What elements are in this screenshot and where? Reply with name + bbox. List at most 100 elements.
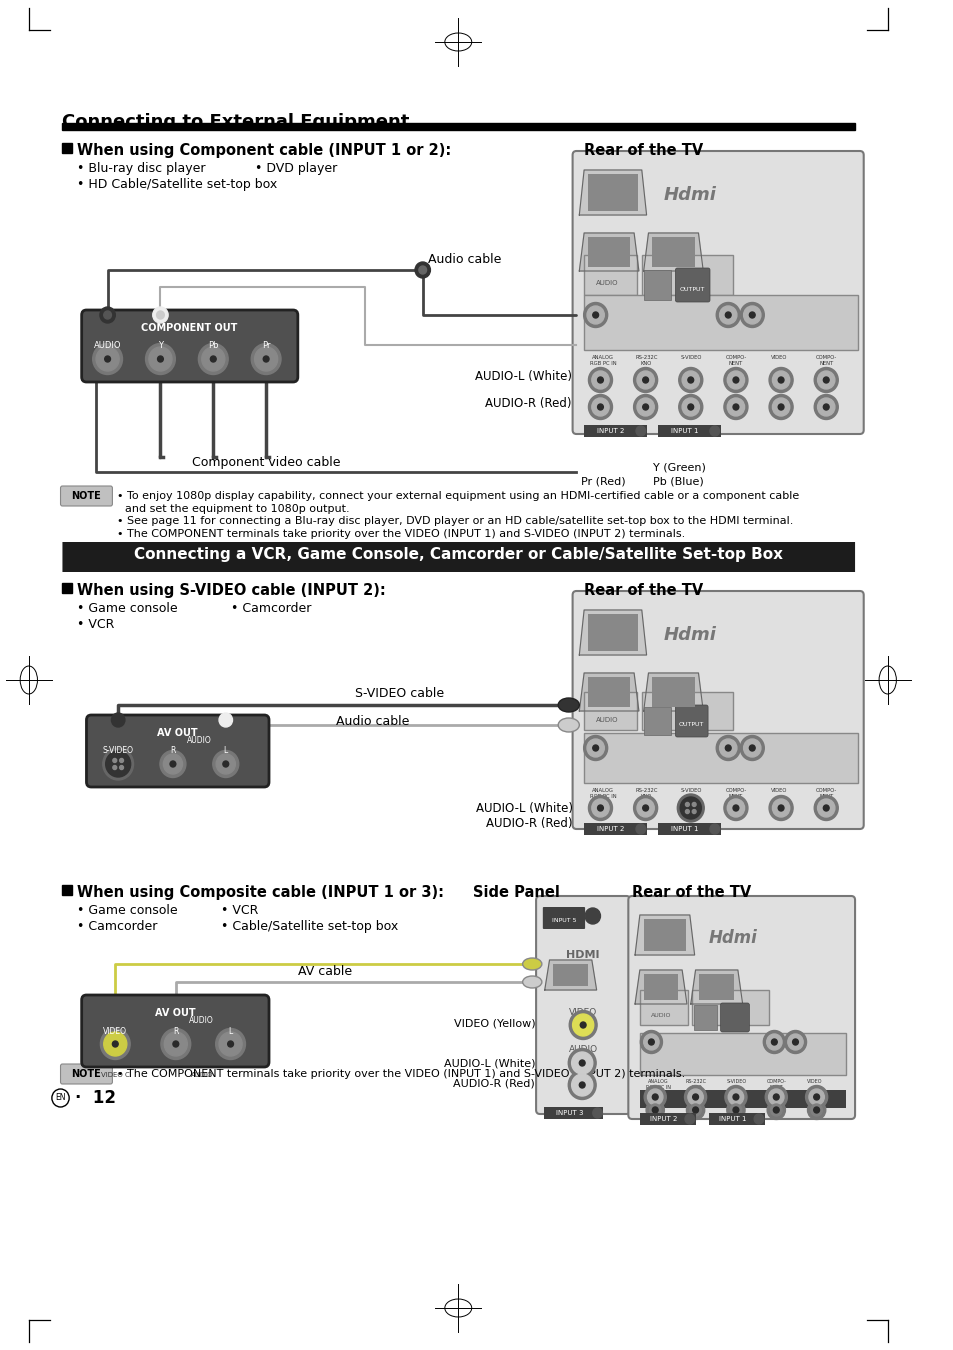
Bar [587,174,638,211]
Circle shape [778,805,783,811]
Text: S-VIDEO cable: S-VIDEO cable [355,687,444,701]
Bar [658,425,720,437]
Circle shape [219,1031,242,1056]
Bar [652,238,694,267]
Circle shape [119,759,123,763]
Text: COMPO-
NENT: COMPO- NENT [766,1079,785,1089]
FancyBboxPatch shape [60,1064,112,1084]
Circle shape [263,356,269,362]
Text: AUDIO: AUDIO [595,717,618,724]
Text: VIDEO C: VIDEO C [101,1072,130,1079]
Text: Y (Green): Y (Green) [653,462,705,472]
Bar [587,676,630,707]
FancyBboxPatch shape [82,995,269,1066]
Circle shape [112,1041,118,1048]
Bar [658,824,720,836]
Circle shape [637,371,654,389]
Circle shape [716,736,740,760]
Text: INPUT 1: INPUT 1 [671,826,698,832]
Text: VIDEO: VIDEO [770,355,786,360]
Bar [643,270,670,300]
Circle shape [817,799,834,817]
Text: NOTE: NOTE [71,1069,101,1079]
Text: When using Component cable (INPUT 1 or 2):: When using Component cable (INPUT 1 or 2… [77,143,451,158]
Circle shape [723,394,747,420]
Polygon shape [578,170,646,215]
Circle shape [685,802,689,806]
Circle shape [681,398,699,416]
Circle shape [768,394,792,420]
Bar [583,733,857,783]
Circle shape [569,1011,597,1040]
Circle shape [732,404,738,410]
Circle shape [636,427,645,436]
Text: Hdmi: Hdmi [662,626,716,644]
Polygon shape [635,915,694,954]
Text: OUTPUT: OUTPUT [679,722,703,728]
Bar [587,614,638,651]
FancyBboxPatch shape [60,486,112,506]
Bar [652,676,694,707]
Circle shape [119,765,123,769]
Circle shape [254,347,277,371]
Circle shape [724,312,730,319]
Text: AUDIO-L (White): AUDIO-L (White) [476,802,572,815]
Circle shape [163,755,182,774]
Text: AUDIO-R (Red): AUDIO-R (Red) [486,817,572,830]
Bar [543,1107,602,1119]
Circle shape [764,1085,786,1108]
Text: AV OUT: AV OUT [154,1008,195,1018]
Circle shape [637,398,654,416]
Text: VIDEO: VIDEO [103,1027,127,1035]
Text: L: L [579,1049,584,1058]
Circle shape [689,1104,700,1116]
Circle shape [112,765,116,769]
Bar [643,973,678,1000]
Ellipse shape [558,718,578,732]
Circle shape [219,713,233,728]
Text: Pr (Red): Pr (Red) [580,477,625,487]
Circle shape [723,367,747,393]
Circle shape [104,310,112,319]
Circle shape [198,343,228,374]
Circle shape [642,404,648,410]
Circle shape [578,1060,584,1066]
Text: COMPO-
NENT: COMPO- NENT [724,355,746,366]
Circle shape [806,1100,825,1119]
FancyBboxPatch shape [87,716,269,787]
Circle shape [783,1030,805,1053]
Circle shape [592,1108,601,1118]
Polygon shape [643,234,702,271]
Text: S-VIDEO: S-VIDEO [725,1079,745,1084]
Text: ANALOG
RGB PC IN: ANALOG RGB PC IN [645,1079,670,1089]
Text: Pb: Pb [208,342,218,350]
Circle shape [724,1085,746,1108]
Polygon shape [635,971,686,1004]
Circle shape [768,1089,783,1106]
Text: COMPO-
NENT: COMPO- NENT [815,788,836,799]
Circle shape [597,805,602,811]
Text: RS-232C
KNO: RS-232C KNO [635,788,657,799]
Circle shape [106,751,131,778]
Circle shape [228,1041,233,1048]
Circle shape [768,795,792,821]
FancyBboxPatch shape [536,896,630,1114]
Polygon shape [690,971,741,1004]
Polygon shape [643,674,702,711]
Circle shape [146,343,175,374]
Text: AUDIO-L (White): AUDIO-L (White) [475,370,571,383]
Circle shape [647,1089,662,1106]
Circle shape [164,1031,187,1056]
Text: INPUT 2: INPUT 2 [597,428,624,433]
Circle shape [642,377,648,383]
Circle shape [652,1107,658,1112]
Text: Rear of the TV: Rear of the TV [583,143,702,158]
Bar [639,990,687,1025]
Ellipse shape [522,958,541,971]
Circle shape [778,404,783,410]
Text: Audio cable: Audio cable [427,252,500,266]
Ellipse shape [558,698,578,711]
Circle shape [778,377,783,383]
Circle shape [170,761,175,767]
Circle shape [726,1100,744,1119]
